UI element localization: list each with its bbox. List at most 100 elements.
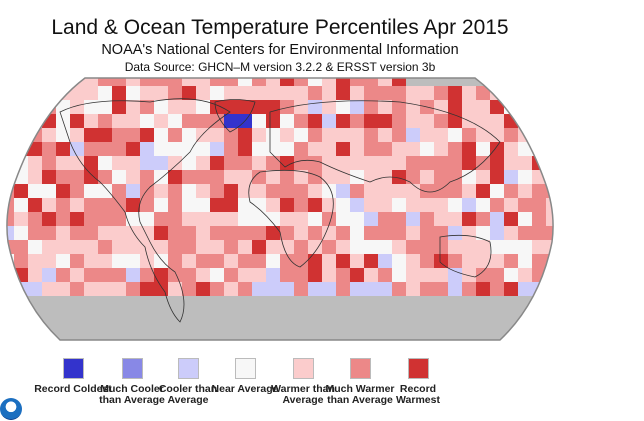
grid-cell	[448, 282, 462, 296]
grid-cell	[350, 324, 364, 338]
grid-cell	[266, 212, 280, 226]
grid-cell	[378, 100, 392, 114]
grid-cell	[112, 226, 126, 240]
grid-cell	[378, 324, 392, 338]
grid-cell	[56, 198, 70, 212]
grid-cell	[420, 86, 434, 100]
grid-cell	[224, 78, 238, 86]
grid-cell	[14, 100, 28, 114]
grid-cell	[448, 198, 462, 212]
grid-cell	[504, 324, 518, 338]
grid-cell	[392, 114, 406, 128]
grid-cell	[308, 78, 322, 86]
grid-cell	[518, 324, 532, 338]
grid-cell	[238, 78, 252, 86]
grid-cell	[126, 240, 140, 254]
grid-cell	[476, 310, 490, 324]
grid-cell	[266, 338, 280, 340]
grid-cell	[336, 198, 350, 212]
grid-cell	[70, 226, 84, 240]
grid-cell	[294, 198, 308, 212]
grid-cell	[196, 198, 210, 212]
grid-cell	[28, 156, 42, 170]
grid-cell	[476, 268, 490, 282]
grid-cell	[98, 100, 112, 114]
grid-cell	[448, 324, 462, 338]
grid-cell	[378, 86, 392, 100]
grid-cell	[532, 226, 546, 240]
grid-cell	[546, 100, 554, 114]
grid-cell	[210, 296, 224, 310]
grid-cell	[6, 114, 14, 128]
grid-cell	[196, 226, 210, 240]
grid-cell	[546, 86, 554, 100]
grid-cell	[140, 156, 154, 170]
grid-cell	[252, 114, 266, 128]
grid-cell	[252, 198, 266, 212]
grid-cell	[406, 100, 420, 114]
grid-cell	[98, 142, 112, 156]
grid-cell	[406, 142, 420, 156]
grid-cell	[336, 212, 350, 226]
grid-cell	[224, 338, 238, 340]
grid-cell	[252, 254, 266, 268]
legend-swatch	[234, 358, 256, 379]
grid-cell	[196, 114, 210, 128]
grid-cell	[126, 254, 140, 268]
grid-cell	[532, 212, 546, 226]
legend-swatch	[62, 358, 84, 379]
grid-cell	[6, 156, 14, 170]
grid-cell	[252, 268, 266, 282]
grid-cell	[168, 254, 182, 268]
grid-cell	[112, 212, 126, 226]
grid-cell	[448, 128, 462, 142]
grid-cell	[504, 86, 518, 100]
grid-cell	[112, 184, 126, 198]
grid-cell	[336, 310, 350, 324]
grid-cell	[84, 226, 98, 240]
grid-cell	[280, 100, 294, 114]
grid-cell	[182, 212, 196, 226]
grid-cell	[308, 142, 322, 156]
grid-cell	[70, 100, 84, 114]
grid-cell	[252, 338, 266, 340]
grid-cell	[336, 254, 350, 268]
grid-cell	[504, 170, 518, 184]
grid-cell	[126, 100, 140, 114]
grid-cell	[14, 338, 28, 340]
grid-cell	[476, 198, 490, 212]
grid-cell	[280, 114, 294, 128]
grid-cell	[336, 128, 350, 142]
grid-cell	[112, 114, 126, 128]
grid-cell	[378, 198, 392, 212]
grid-cell	[308, 184, 322, 198]
grid-cell	[266, 254, 280, 268]
grid-cell	[434, 184, 448, 198]
grid-cell	[350, 128, 364, 142]
grid-cell	[154, 282, 168, 296]
grid-cell	[434, 198, 448, 212]
grid-cell	[14, 78, 28, 86]
grid-cell	[364, 128, 378, 142]
grid-cell	[252, 156, 266, 170]
grid-cell	[350, 226, 364, 240]
grid-cell	[84, 184, 98, 198]
grid-cell	[462, 184, 476, 198]
grid-cell	[28, 282, 42, 296]
legend-item: Warmer than Average	[263, 358, 343, 406]
grid-cell	[84, 240, 98, 254]
grid-cell	[294, 86, 308, 100]
grid-cell	[350, 212, 364, 226]
grid-cell	[294, 114, 308, 128]
grid-cell	[364, 78, 378, 86]
grid-cell	[392, 170, 406, 184]
grid-cell	[322, 86, 336, 100]
grid-cell	[280, 282, 294, 296]
grid-cell	[294, 310, 308, 324]
grid-cell	[434, 114, 448, 128]
grid-cell	[126, 170, 140, 184]
grid-cell	[238, 198, 252, 212]
grid-cell	[294, 240, 308, 254]
grid-cell	[476, 296, 490, 310]
grid-cell	[154, 198, 168, 212]
